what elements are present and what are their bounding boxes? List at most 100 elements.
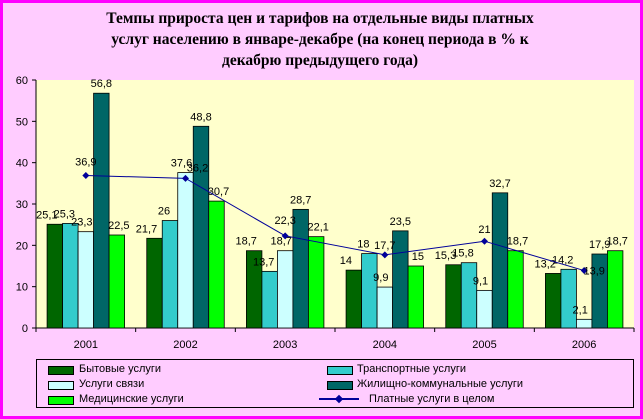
- total-line: [85, 174, 585, 272]
- legend-marker-total: [334, 394, 344, 404]
- total-line-label: 36,9: [75, 156, 96, 168]
- bar-5: [407, 265, 424, 329]
- bar-value-label: 32,7: [489, 178, 510, 190]
- bar-value-label: 15,3: [435, 250, 456, 262]
- legend-label-transport: Транспортные услуги: [357, 363, 467, 375]
- plot-area: [36, 80, 634, 328]
- bar-value-label: 17,9: [589, 239, 610, 251]
- bar-3: [177, 172, 194, 329]
- y-tick-label: 30: [16, 199, 28, 211]
- bar-1: [545, 273, 562, 329]
- bar-value-label: 48,8: [190, 111, 211, 123]
- bar-value-label: 13,2: [534, 258, 555, 270]
- legend-label-communication: Услуги связи: [79, 378, 145, 390]
- bar-3: [376, 286, 393, 329]
- total-line-label: 21: [478, 224, 490, 236]
- bar-2: [62, 223, 79, 329]
- bar-1: [46, 223, 63, 329]
- title-line-2: услуг населению в январе-декабре (на кон…: [111, 31, 529, 48]
- legend-swatch-household: [48, 366, 74, 375]
- bar-value-label: 28,7: [290, 194, 311, 206]
- total-line-point: [182, 174, 189, 182]
- total-line-label: 36,2: [187, 162, 208, 174]
- bar-value-label: 18,7: [507, 236, 528, 248]
- total-line-point: [481, 237, 488, 245]
- legend-swatch-communication: [48, 381, 74, 390]
- bar-value-label: 13,7: [253, 256, 274, 268]
- bar-5: [308, 236, 325, 329]
- bar-2: [560, 268, 577, 329]
- legend-label-medical: Медицинские услуги: [79, 393, 184, 405]
- bar-3: [77, 231, 94, 329]
- bar-value-label: 18,7: [235, 236, 256, 248]
- bar-value-label: 26: [158, 206, 170, 218]
- bar-value-label: 30,7: [208, 186, 229, 198]
- bar-3: [476, 289, 493, 329]
- bar-value-label: 18,7: [270, 236, 291, 248]
- y-tick-label: 60: [16, 75, 28, 87]
- bar-4: [93, 92, 110, 329]
- bar-value-label: 23,5: [390, 216, 411, 228]
- bar-2: [361, 253, 378, 329]
- title-line-1: Темпы прироста цен и тарифов на отдельны…: [106, 10, 534, 27]
- total-line-point: [281, 232, 289, 240]
- bar-4: [292, 208, 309, 329]
- bar-2: [460, 262, 478, 329]
- x-tick-label: 2006: [572, 339, 596, 351]
- bar-5: [507, 250, 524, 329]
- legend: Бытовые услуги Транспортные услуги Услуг…: [36, 359, 634, 408]
- x-tick-label: 2002: [173, 339, 197, 351]
- bar-5: [607, 250, 624, 329]
- legend-label-total: Платные услуги в целом: [369, 393, 495, 405]
- bar-value-label: 14: [340, 255, 352, 267]
- legend-swatch-medical: [48, 396, 74, 405]
- bar-value-label: 15: [412, 251, 424, 263]
- y-tick-label: 50: [16, 116, 28, 128]
- total-line-point: [82, 171, 90, 179]
- bar-2: [261, 270, 278, 329]
- bar-value-label: 9,9: [373, 272, 388, 284]
- bar-value-label: 25,1: [36, 209, 57, 221]
- title-line-3: декабрю предыдущего года): [222, 52, 418, 69]
- bar-5: [208, 200, 225, 329]
- bar-5: [108, 234, 125, 329]
- bar-value-label: 18,7: [606, 236, 627, 248]
- bar-3: [277, 250, 294, 329]
- chart-title: Темпы прироста цен и тарифов на отдельны…: [40, 8, 600, 71]
- bar-value-label: 25,3: [54, 208, 75, 220]
- x-tick-label: 2001: [74, 339, 98, 351]
- bar-3: [576, 318, 593, 329]
- legend-label-housing: Жилищно-коммунальные услуги: [357, 378, 524, 390]
- bar-1: [146, 237, 163, 329]
- bar-4: [192, 125, 210, 329]
- x-tick-label: 2004: [373, 339, 397, 351]
- total-line-point: [381, 251, 389, 259]
- bar-value-label: 56,8: [91, 78, 112, 90]
- total-line-label: 17,7: [374, 240, 395, 252]
- total-line-label: 22,3: [274, 215, 295, 227]
- bar-value-label: 9,1: [473, 275, 488, 287]
- bar-value-label: 18: [357, 239, 369, 251]
- legend-swatch-housing: [327, 381, 353, 390]
- bar-value-label: 2,1: [573, 304, 588, 316]
- x-tick-label: 2003: [273, 339, 297, 351]
- total-line-label: 13,9: [583, 266, 604, 278]
- bar-1: [445, 264, 462, 329]
- bar-value-label: 15,8: [452, 248, 473, 260]
- y-tick-label: 0: [22, 323, 28, 335]
- bar-value-label: 23,3: [71, 217, 92, 229]
- bar-value-label: 21,7: [136, 223, 157, 235]
- legend-label-household: Бытовые услуги: [79, 363, 162, 375]
- total-line-point: [580, 267, 588, 275]
- bar-1: [345, 269, 362, 329]
- bar-4: [491, 192, 509, 329]
- bar-value-label: 22,5: [108, 220, 129, 232]
- bar-value-label: 37,6: [171, 158, 192, 170]
- x-tick-label: 2005: [472, 339, 496, 351]
- bar-value-label: 22,1: [307, 222, 328, 234]
- y-tick-label: 20: [16, 240, 28, 252]
- legend-swatch-transport: [327, 366, 353, 375]
- bar-2: [161, 220, 179, 329]
- y-tick-label: 40: [16, 158, 28, 170]
